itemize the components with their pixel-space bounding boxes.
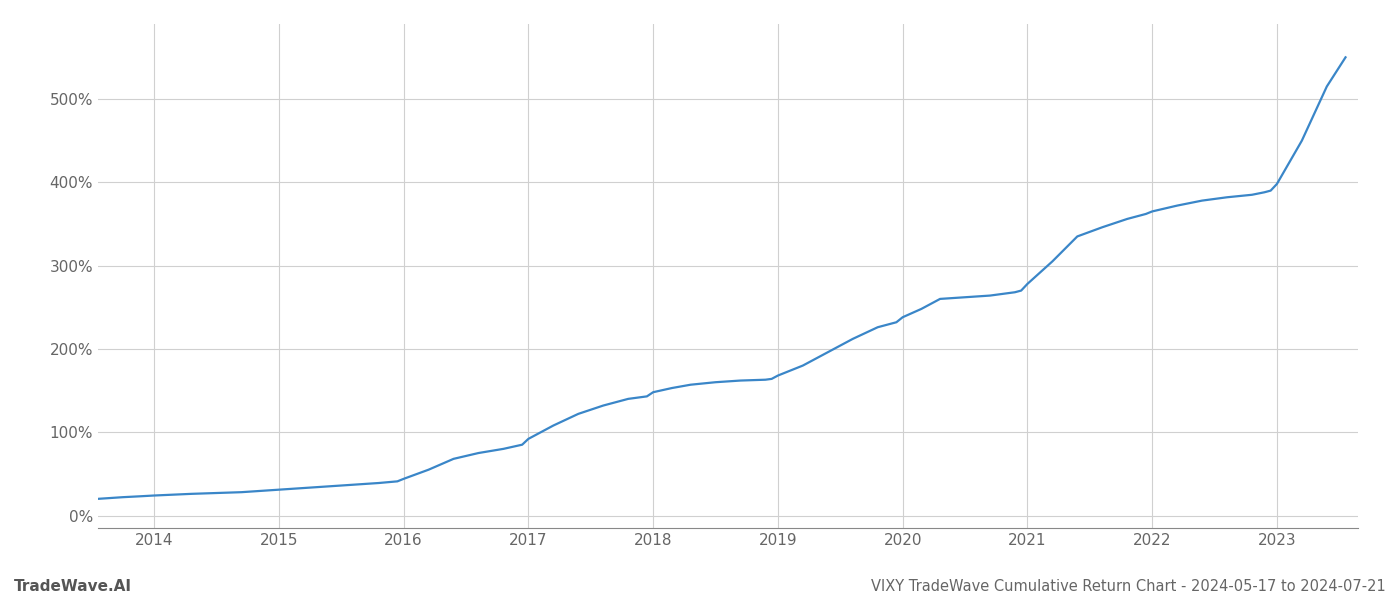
Text: VIXY TradeWave Cumulative Return Chart - 2024-05-17 to 2024-07-21: VIXY TradeWave Cumulative Return Chart -… — [871, 579, 1386, 594]
Text: TradeWave.AI: TradeWave.AI — [14, 579, 132, 594]
